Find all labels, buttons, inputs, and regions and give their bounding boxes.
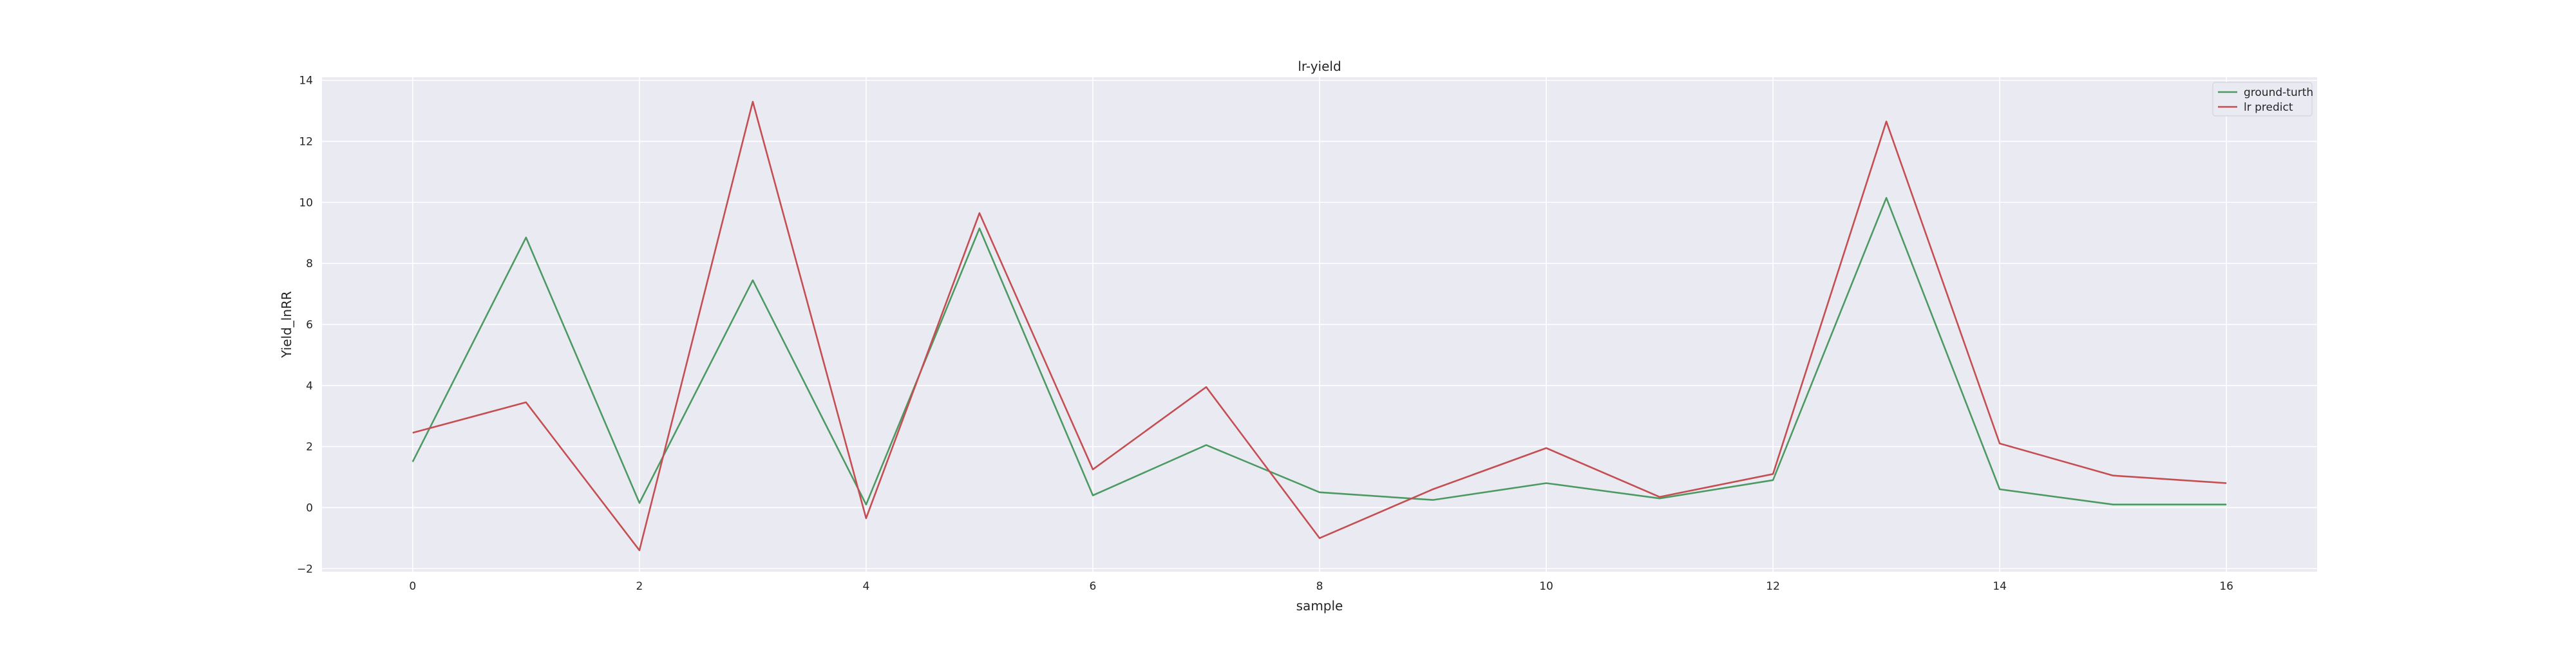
x-tick-label: 2: [636, 580, 643, 593]
y-axis-label: Yield_lnRR: [279, 291, 294, 359]
y-tick-label: 8: [306, 258, 313, 270]
x-tick-label: 8: [1316, 580, 1323, 593]
x-tick-label: 10: [1539, 580, 1553, 593]
x-tick-label: 14: [1993, 580, 2007, 593]
legend-label-lr-predict: lr predict: [2244, 101, 2293, 114]
series-layer: [412, 100, 2227, 552]
legend: ground-turth lr predict: [2212, 82, 2313, 117]
y-tick-label: 14: [299, 75, 313, 88]
y-axis-ticks: −2 0 2 4 6 8 10 12 14: [297, 75, 313, 576]
y-tick-label: 0: [306, 502, 313, 514]
y-tick-label: −2: [297, 563, 313, 576]
legend-label-ground-turth: ground-turth: [2244, 86, 2313, 99]
x-axis-ticks: 0 2 4 6 8 10 12 14 16: [409, 580, 2233, 593]
series-line-ground-turth: [412, 196, 2227, 506]
y-tick-label: 6: [306, 319, 313, 332]
x-tick-label: 12: [1766, 580, 1780, 593]
y-tick-label: 12: [299, 136, 313, 149]
x-axis-label: sample: [1296, 598, 1343, 614]
y-tick-label: 10: [299, 196, 313, 209]
x-tick-label: 4: [862, 580, 869, 593]
x-tick-label: 16: [2219, 580, 2233, 593]
y-tick-label: 2: [306, 441, 313, 454]
grid-lines: [322, 77, 2317, 572]
x-tick-label: 0: [409, 580, 416, 593]
y-tick-label: 4: [306, 380, 313, 393]
legend-box: [2212, 82, 2313, 117]
series-line-lr-predict: [412, 100, 2227, 552]
x-tick-label: 6: [1090, 580, 1097, 593]
chart-title: lr-yield: [1298, 59, 1341, 74]
